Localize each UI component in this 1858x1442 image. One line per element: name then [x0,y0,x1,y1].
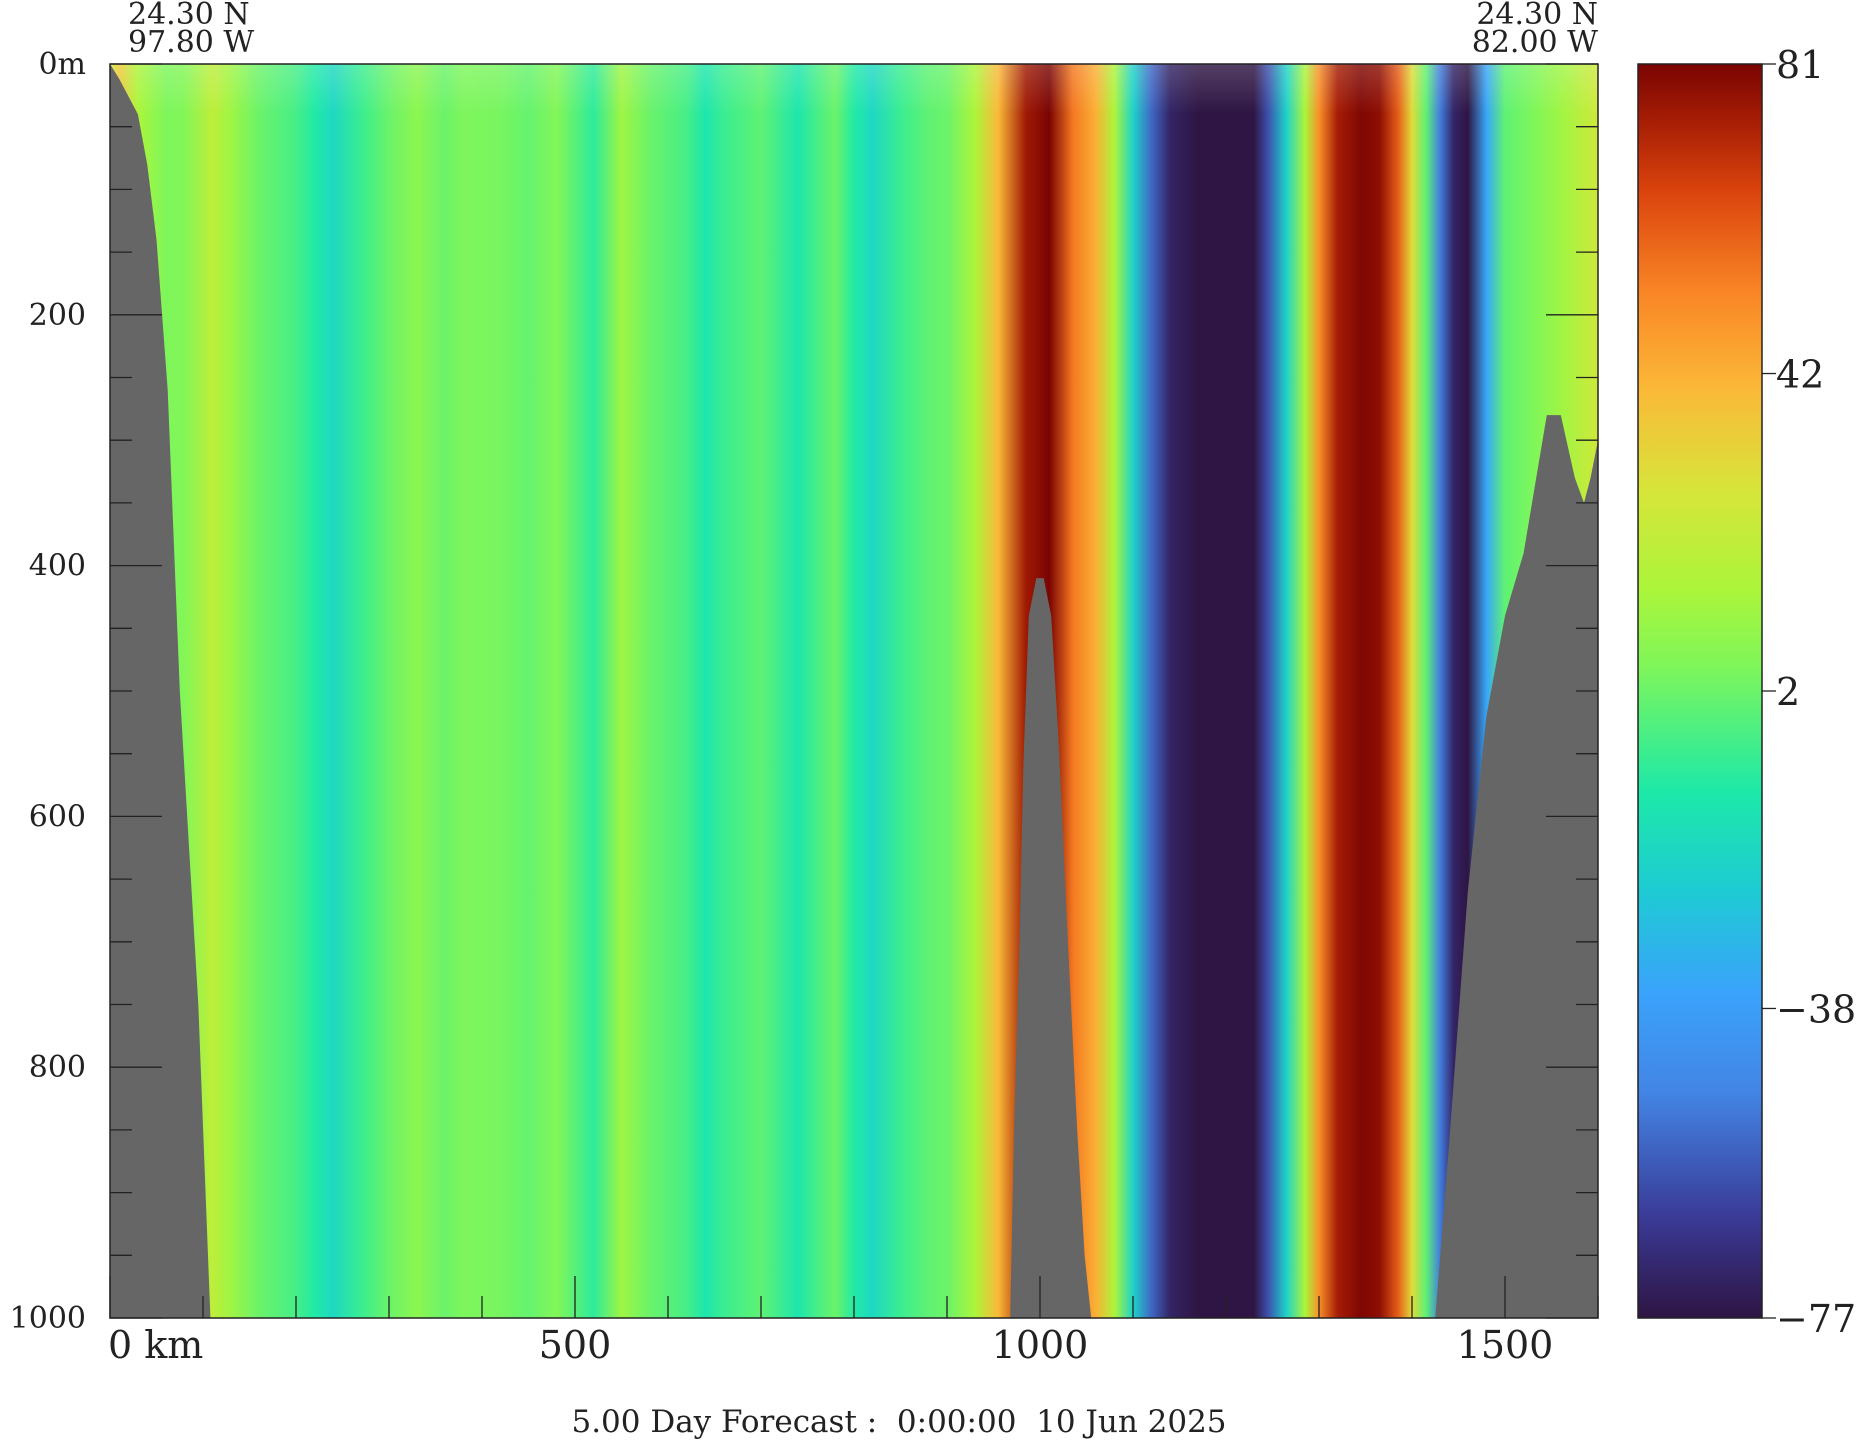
top-right-lon-label: 82.00 W [1472,25,1598,60]
y-tick-label: 800 [29,1050,86,1085]
colorbar-labels: 81 42 2 −38 −77 [1776,43,1856,1341]
y-tick-label: 600 [29,799,86,834]
colorbar-ticks [1762,63,1776,1319]
x-tick-label: 1000 [992,1323,1089,1367]
colorbar-tick-label: 81 [1776,43,1824,87]
surface-shading [110,64,1598,1318]
y-tick-label: 1000 [10,1301,86,1336]
forecast-footer: 5.00 Day Forecast : 0:00:00 10 Jun 2025 [571,1404,1226,1440]
top-left-lon-label: 97.80 W [128,25,254,60]
x-tick-label: 500 [539,1323,612,1367]
seafloor-topography [110,64,1598,1318]
colorbar-tick-label: −38 [1776,987,1856,1031]
top-left-lat-label: 24.30 N [128,0,250,32]
colorbar-tick-label: 2 [1776,670,1800,714]
x-tick-label: 0 km [108,1323,203,1367]
y-tick-label: 0m [38,47,86,82]
y-tick-label: 200 [29,298,86,333]
colorbar [1637,63,1763,1319]
x-tick-label: 1500 [1457,1323,1554,1367]
y-axis-labels: 0m 200 400 600 800 1000 [10,47,86,1336]
x-axis-labels: 0 km 500 1000 1500 [108,1323,1553,1367]
y-tick-label: 400 [29,549,86,584]
top-right-lat-label: 24.30 N [1476,0,1598,32]
colorbar-tick-label: −77 [1776,1297,1856,1341]
axis-ticks [109,63,1599,1319]
colorbar-tick-label: 42 [1776,353,1824,397]
